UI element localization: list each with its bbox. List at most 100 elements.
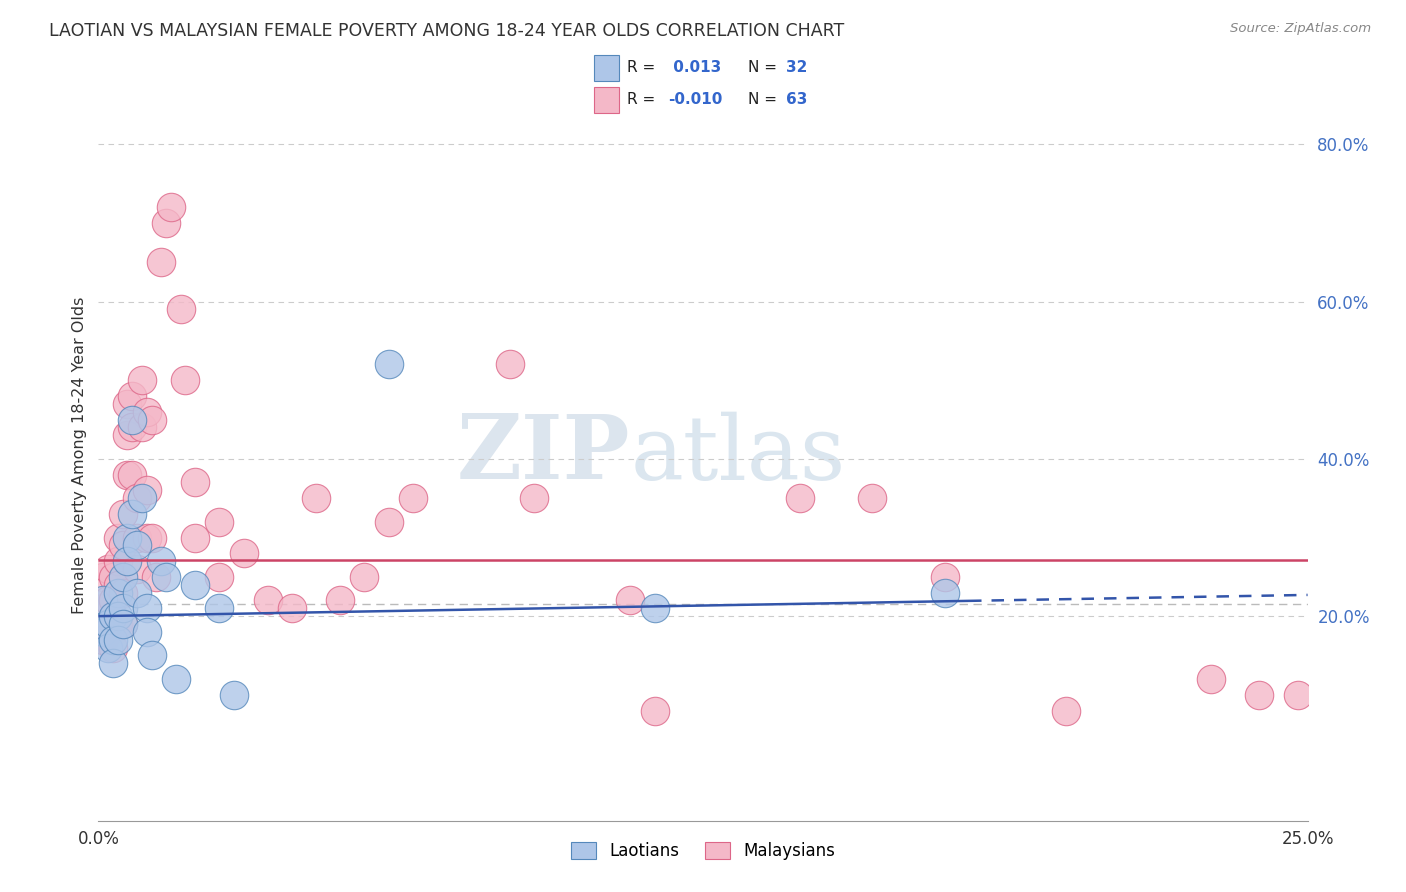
Point bbox=[135, 405, 157, 419]
Point bbox=[934, 570, 956, 584]
Point bbox=[127, 491, 149, 505]
Point bbox=[184, 531, 207, 545]
Point bbox=[117, 397, 139, 411]
Text: 63: 63 bbox=[786, 93, 808, 107]
Text: R =: R = bbox=[627, 61, 655, 75]
Legend: Laotians, Malaysians: Laotians, Malaysians bbox=[565, 836, 841, 867]
Point bbox=[160, 200, 183, 214]
Point bbox=[131, 420, 153, 434]
Text: 32: 32 bbox=[786, 61, 808, 75]
Point bbox=[101, 609, 124, 624]
Point bbox=[184, 475, 207, 490]
Point bbox=[101, 609, 124, 624]
Point bbox=[101, 570, 124, 584]
Point bbox=[169, 302, 191, 317]
Point bbox=[97, 593, 120, 607]
Point bbox=[1199, 672, 1222, 686]
Point bbox=[402, 491, 425, 505]
Point bbox=[353, 570, 375, 584]
Point bbox=[111, 585, 134, 599]
Point bbox=[141, 531, 163, 545]
Point bbox=[91, 601, 114, 615]
Point bbox=[1054, 704, 1077, 718]
Point bbox=[97, 640, 120, 655]
Point bbox=[498, 358, 520, 372]
Point bbox=[91, 593, 114, 607]
Bar bbox=[595, 87, 619, 113]
Point bbox=[107, 531, 129, 545]
Point bbox=[111, 617, 134, 632]
Text: LAOTIAN VS MALAYSIAN FEMALE POVERTY AMONG 18-24 YEAR OLDS CORRELATION CHART: LAOTIAN VS MALAYSIAN FEMALE POVERTY AMON… bbox=[49, 22, 845, 40]
Text: N =: N = bbox=[748, 61, 778, 75]
Point bbox=[91, 624, 114, 639]
Bar bbox=[595, 54, 619, 81]
Point bbox=[523, 491, 546, 505]
Point bbox=[155, 570, 177, 584]
Point bbox=[111, 617, 134, 632]
Point bbox=[222, 688, 245, 702]
Point bbox=[644, 601, 666, 615]
Point bbox=[644, 704, 666, 718]
Point bbox=[377, 515, 399, 529]
Point bbox=[107, 617, 129, 632]
Point bbox=[127, 531, 149, 545]
Point bbox=[107, 609, 129, 624]
Point bbox=[127, 585, 149, 599]
Point bbox=[127, 562, 149, 576]
Point bbox=[111, 538, 134, 552]
Point bbox=[135, 531, 157, 545]
Point bbox=[117, 554, 139, 568]
Point bbox=[184, 577, 207, 591]
Point bbox=[135, 601, 157, 615]
Point bbox=[141, 412, 163, 426]
Point bbox=[150, 255, 173, 269]
Point bbox=[121, 507, 143, 521]
Text: 0.013: 0.013 bbox=[668, 61, 721, 75]
Point bbox=[117, 428, 139, 442]
Point bbox=[121, 412, 143, 426]
Point bbox=[91, 570, 114, 584]
Point bbox=[1286, 688, 1309, 702]
Point bbox=[107, 577, 129, 591]
Point bbox=[934, 585, 956, 599]
Point bbox=[377, 358, 399, 372]
Point bbox=[111, 507, 134, 521]
Point bbox=[107, 585, 129, 599]
Point bbox=[208, 601, 231, 615]
Point bbox=[117, 467, 139, 482]
Point bbox=[145, 570, 167, 584]
Point bbox=[101, 640, 124, 655]
Point bbox=[619, 593, 641, 607]
Point bbox=[131, 373, 153, 387]
Point bbox=[121, 389, 143, 403]
Point bbox=[141, 648, 163, 663]
Point bbox=[165, 672, 187, 686]
Point bbox=[150, 554, 173, 568]
Point bbox=[1249, 688, 1271, 702]
Point bbox=[121, 467, 143, 482]
Point bbox=[121, 420, 143, 434]
Point bbox=[101, 593, 124, 607]
Point bbox=[208, 570, 231, 584]
Text: Source: ZipAtlas.com: Source: ZipAtlas.com bbox=[1230, 22, 1371, 36]
Point bbox=[305, 491, 328, 505]
Y-axis label: Female Poverty Among 18-24 Year Olds: Female Poverty Among 18-24 Year Olds bbox=[72, 296, 87, 614]
Text: -0.010: -0.010 bbox=[668, 93, 723, 107]
Point bbox=[117, 531, 139, 545]
Point bbox=[174, 373, 197, 387]
Point bbox=[127, 538, 149, 552]
Point bbox=[329, 593, 352, 607]
Point bbox=[97, 624, 120, 639]
Point bbox=[101, 657, 124, 671]
Text: R =: R = bbox=[627, 93, 655, 107]
Point bbox=[135, 483, 157, 498]
Point bbox=[107, 632, 129, 647]
Point bbox=[97, 562, 120, 576]
Point bbox=[256, 593, 278, 607]
Point bbox=[789, 491, 811, 505]
Point bbox=[91, 632, 114, 647]
Point bbox=[107, 554, 129, 568]
Text: ZIP: ZIP bbox=[457, 411, 630, 499]
Point bbox=[208, 515, 231, 529]
Point bbox=[232, 546, 254, 560]
